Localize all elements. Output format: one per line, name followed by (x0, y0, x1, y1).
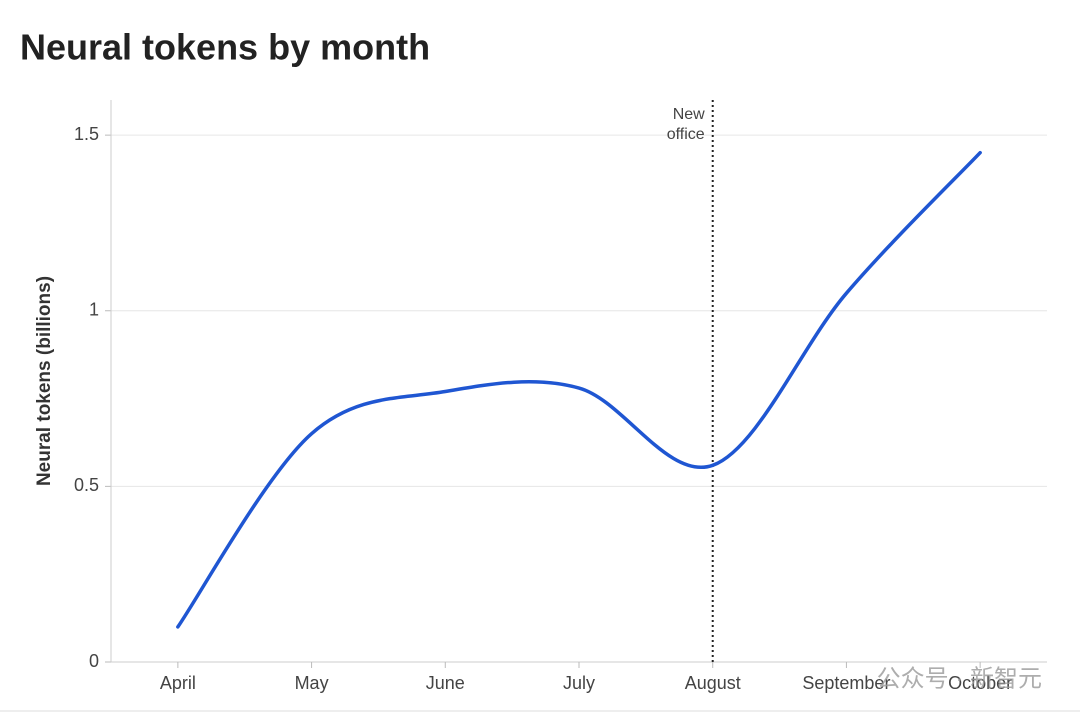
x-tick-label: September (802, 673, 890, 693)
x-tick-label: August (685, 673, 741, 693)
x-tick-label: May (295, 673, 329, 693)
y-tick-label: 0.5 (74, 475, 99, 495)
y-tick-label: 0 (89, 651, 99, 671)
x-tick-label: July (563, 673, 595, 693)
y-tick-label: 1.5 (74, 124, 99, 144)
chart-title: Neural tokens by month (20, 27, 430, 68)
x-tick-label: April (160, 673, 196, 693)
annotation-text: office (667, 126, 705, 143)
x-tick-label: June (426, 673, 465, 693)
y-tick-label: 1 (89, 300, 99, 320)
x-tick-label: October (948, 673, 1012, 693)
watermark: 公众号 · 新智元 (877, 665, 1042, 692)
y-axis-label: Neural tokens (billions) (34, 276, 55, 486)
line (176, 150, 982, 629)
annotation-text: New (673, 106, 705, 123)
